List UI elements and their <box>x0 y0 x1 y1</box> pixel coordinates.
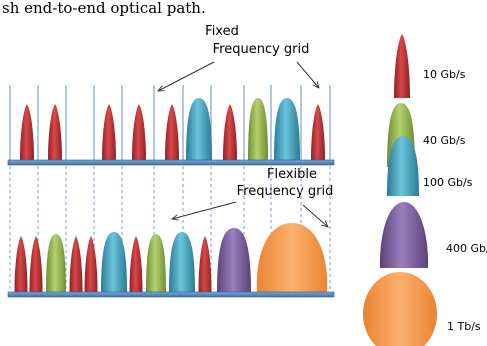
fixed-grid-label-line2: Frequency grid <box>213 42 310 57</box>
fixed-pulse-10-gb-s <box>223 104 237 160</box>
legend-label: 100 Gb/s <box>423 176 473 189</box>
legend-swatch-10-gb-s <box>394 34 410 98</box>
flexible-grid-row <box>7 223 335 298</box>
legend-item-10-gb-s: 10 Gb/s <box>394 34 466 98</box>
legend-label: 1 Tb/s <box>447 320 481 333</box>
fixed-grid-label: Fixed Frequency grid <box>205 24 309 57</box>
fixed-pulse-10-gb-s <box>20 104 34 160</box>
fixed-pulse-10-gb-s <box>48 104 62 160</box>
fixed-grid-label-line1: Fixed <box>205 24 239 39</box>
header-text: sh end-to-end optical path. <box>2 0 206 17</box>
legend-label: 40 Gb/s <box>423 134 466 147</box>
flex-pulse-100-gb-s <box>169 232 195 292</box>
flex-pulse-10-gb-s <box>129 236 143 292</box>
legend-label: 400 Gb/s <box>446 242 487 255</box>
flex-pulse-1-tb-s <box>256 223 328 292</box>
fixed-pulse-10-gb-s <box>165 104 179 160</box>
fixed-pulse-100-gb-s <box>274 98 300 160</box>
flex-grid-arrow-left <box>172 201 237 219</box>
legend: 10 Gb/s 40 Gb/s 100 Gb/s 400 Gb/s 1 Tb/s <box>363 34 487 346</box>
fixed-pulse-10-gb-s <box>132 104 146 160</box>
flex-pulse-100-gb-s <box>101 232 127 292</box>
legend-label: 10 Gb/s <box>423 68 466 81</box>
flex-pulse-40-gb-s <box>146 234 166 292</box>
fixed-fiber-bar <box>7 159 335 166</box>
legend-swatch-100-gb-s <box>387 136 419 196</box>
fixed-grid-arrow-right <box>296 61 319 88</box>
fixed-pulse-10-gb-s <box>311 104 325 160</box>
flex-grid-label-line1: Flexible <box>267 167 317 182</box>
flex-grid-label: Flexible Frequency grid <box>237 167 334 199</box>
flex-pulse-40-gb-s <box>46 234 66 292</box>
flex-pulse-10-gb-s <box>14 236 28 292</box>
flex-fiber-bar <box>7 291 335 298</box>
legend-swatch-1-tb-s <box>363 272 437 346</box>
flex-pulse-10-gb-s <box>29 236 43 292</box>
legend-swatch-400-gb-s <box>379 202 429 268</box>
flex-pulse-10-gb-s <box>198 236 212 292</box>
legend-item-100-gb-s: 100 Gb/s <box>387 136 473 196</box>
fixed-grid-row <box>7 85 335 166</box>
flex-pulse-10-gb-s <box>84 236 98 292</box>
fixed-pulse-10-gb-s <box>102 104 116 160</box>
fixed-pulse-100-gb-s <box>186 98 212 160</box>
flex-grid-arrow-right <box>302 204 328 227</box>
fixed-grid-arrow-left <box>158 61 215 91</box>
flex-pulse-400-gb-s <box>217 228 251 292</box>
legend-item-400-gb-s: 400 Gb/s <box>379 202 487 268</box>
flex-grid-label-line2: Frequency grid <box>237 184 334 199</box>
legend-item-1-tb-s: 1 Tb/s <box>363 272 481 346</box>
flex-pulse-10-gb-s <box>69 236 83 292</box>
fixed-pulse-40-gb-s <box>248 98 268 160</box>
